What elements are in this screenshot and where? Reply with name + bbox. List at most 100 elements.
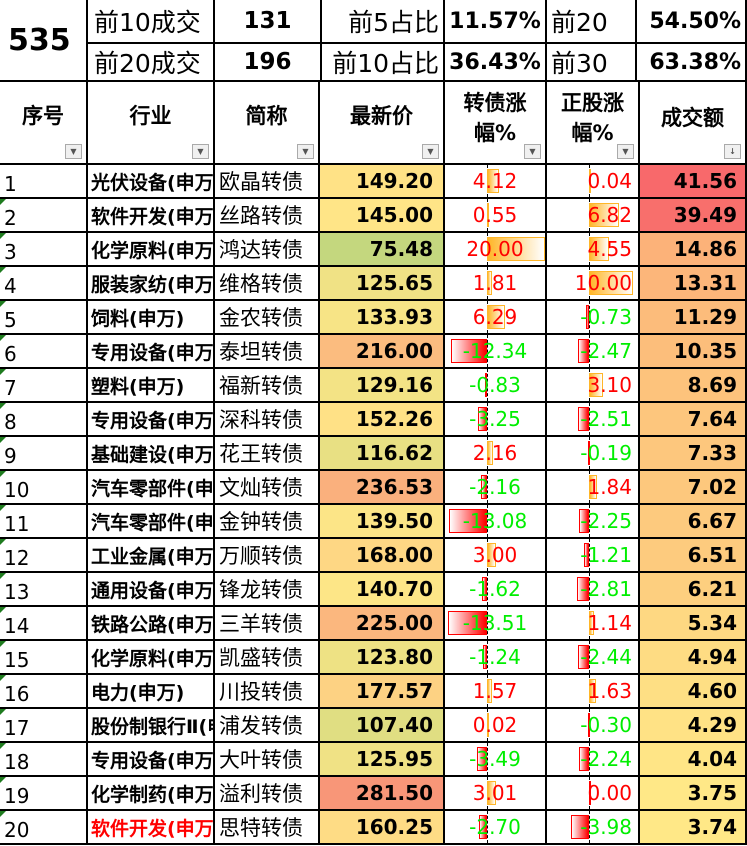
bond-name-cell[interactable]: 大叶转债	[215, 743, 320, 777]
industry-cell[interactable]: 饲料(申万)	[88, 301, 215, 335]
amount-cell[interactable]: 5.34	[640, 607, 747, 641]
amount-cell[interactable]: 3.75	[640, 777, 747, 811]
amount-cell[interactable]: 10.35	[640, 335, 747, 369]
industry-cell[interactable]: 服装家纺(申万)	[88, 267, 215, 301]
stock-change-cell[interactable]: 1.84	[547, 471, 640, 505]
amount-cell[interactable]: 8.69	[640, 369, 747, 403]
amount-cell[interactable]: 4.60	[640, 675, 747, 709]
bond-change-cell[interactable]: 0.55	[445, 199, 547, 233]
amount-cell[interactable]: 4.94	[640, 641, 747, 675]
bond-change-cell[interactable]: -1.24	[445, 641, 547, 675]
amount-cell[interactable]: 4.29	[640, 709, 747, 743]
price-cell[interactable]: 107.40	[320, 709, 445, 743]
stock-change-cell[interactable]: 6.82	[547, 199, 640, 233]
amount-cell[interactable]: 7.33	[640, 437, 747, 471]
price-cell[interactable]: 123.80	[320, 641, 445, 675]
bond-name-cell[interactable]: 鸿达转债	[215, 233, 320, 267]
industry-cell[interactable]: 化学制药(申万)	[88, 777, 215, 811]
bond-name-cell[interactable]: 万顺转债	[215, 539, 320, 573]
industry-cell[interactable]: 汽车零部件(申万)	[88, 505, 215, 539]
stock-change-cell[interactable]: 1.63	[547, 675, 640, 709]
bond-change-cell[interactable]: 2.16	[445, 437, 547, 471]
price-cell[interactable]: 168.00	[320, 539, 445, 573]
industry-cell[interactable]: 汽车零部件(申万)	[88, 471, 215, 505]
stock-change-cell[interactable]: 3.10	[547, 369, 640, 403]
seq-cell[interactable]: 20	[0, 811, 88, 845]
seq-cell[interactable]: 11	[0, 505, 88, 539]
bond-change-cell[interactable]: -13.51	[445, 607, 547, 641]
seq-cell[interactable]: 8	[0, 403, 88, 437]
industry-cell[interactable]: 工业金属(申万)	[88, 539, 215, 573]
bond-name-cell[interactable]: 深科转债	[215, 403, 320, 437]
bond-change-cell[interactable]: -1.62	[445, 573, 547, 607]
price-cell[interactable]: 216.00	[320, 335, 445, 369]
price-cell[interactable]: 177.57	[320, 675, 445, 709]
price-cell[interactable]: 152.26	[320, 403, 445, 437]
industry-cell[interactable]: 塑料(申万)	[88, 369, 215, 403]
stock-change-cell[interactable]: -1.21	[547, 539, 640, 573]
industry-cell[interactable]: 专用设备(申万)	[88, 335, 215, 369]
seq-cell[interactable]: 7	[0, 369, 88, 403]
filter-dropdown-icon[interactable]: ▼	[422, 144, 439, 159]
seq-cell[interactable]: 3	[0, 233, 88, 267]
seq-cell[interactable]: 12	[0, 539, 88, 573]
price-cell[interactable]: 145.00	[320, 199, 445, 233]
bond-name-cell[interactable]: 福新转债	[215, 369, 320, 403]
industry-cell[interactable]: 基础建设(申万)	[88, 437, 215, 471]
bond-name-cell[interactable]: 凯盛转债	[215, 641, 320, 675]
amount-cell[interactable]: 7.64	[640, 403, 747, 437]
bond-change-cell[interactable]: 1.57	[445, 675, 547, 709]
seq-cell[interactable]: 15	[0, 641, 88, 675]
stock-change-cell[interactable]: -0.19	[547, 437, 640, 471]
seq-cell[interactable]: 5	[0, 301, 88, 335]
stock-change-cell[interactable]: 0.04	[547, 165, 640, 199]
price-cell[interactable]: 140.70	[320, 573, 445, 607]
seq-cell[interactable]: 17	[0, 709, 88, 743]
seq-cell[interactable]: 13	[0, 573, 88, 607]
price-cell[interactable]: 149.20	[320, 165, 445, 199]
industry-cell[interactable]: 股份制银行Ⅱ(申万)	[88, 709, 215, 743]
seq-cell[interactable]: 14	[0, 607, 88, 641]
bond-name-cell[interactable]: 思特转债	[215, 811, 320, 845]
seq-cell[interactable]: 18	[0, 743, 88, 777]
stock-change-cell[interactable]: -2.51	[547, 403, 640, 437]
industry-cell[interactable]: 光伏设备(申万)	[88, 165, 215, 199]
amount-cell[interactable]: 14.86	[640, 233, 747, 267]
industry-cell[interactable]: 专用设备(申万)	[88, 403, 215, 437]
bond-name-cell[interactable]: 花王转债	[215, 437, 320, 471]
industry-cell[interactable]: 化学原料(申万)	[88, 233, 215, 267]
bond-change-cell[interactable]: -0.83	[445, 369, 547, 403]
bond-change-cell[interactable]: 3.00	[445, 539, 547, 573]
stock-change-cell[interactable]: -0.73	[547, 301, 640, 335]
price-cell[interactable]: 75.48	[320, 233, 445, 267]
amount-cell[interactable]: 7.02	[640, 471, 747, 505]
bond-change-cell[interactable]: 4.12	[445, 165, 547, 199]
bond-change-cell[interactable]: 6.29	[445, 301, 547, 335]
bond-name-cell[interactable]: 溢利转债	[215, 777, 320, 811]
bond-change-cell[interactable]: -2.70	[445, 811, 547, 845]
seq-cell[interactable]: 1	[0, 165, 88, 199]
amount-cell[interactable]: 6.67	[640, 505, 747, 539]
sort-descending-icon[interactable]: ↓	[724, 144, 741, 159]
bond-change-cell[interactable]: -13.08	[445, 505, 547, 539]
amount-cell[interactable]: 4.04	[640, 743, 747, 777]
stock-change-cell[interactable]: -2.47	[547, 335, 640, 369]
price-cell[interactable]: 125.65	[320, 267, 445, 301]
price-cell[interactable]: 281.50	[320, 777, 445, 811]
stock-change-cell[interactable]: -2.25	[547, 505, 640, 539]
industry-cell[interactable]: 软件开发(申万)	[88, 811, 215, 845]
stock-change-cell[interactable]: -0.30	[547, 709, 640, 743]
filter-dropdown-icon[interactable]: ▼	[617, 144, 634, 159]
amount-cell[interactable]: 3.74	[640, 811, 747, 845]
bond-change-cell[interactable]: -3.49	[445, 743, 547, 777]
stock-change-cell[interactable]: -3.98	[547, 811, 640, 845]
filter-dropdown-icon[interactable]: ▼	[524, 144, 541, 159]
bond-change-cell[interactable]: 0.02	[445, 709, 547, 743]
bond-name-cell[interactable]: 维格转债	[215, 267, 320, 301]
bond-change-cell[interactable]: 1.81	[445, 267, 547, 301]
bond-change-cell[interactable]: 20.00	[445, 233, 547, 267]
bond-name-cell[interactable]: 金钟转债	[215, 505, 320, 539]
seq-cell[interactable]: 16	[0, 675, 88, 709]
bond-change-cell[interactable]: 3.01	[445, 777, 547, 811]
bond-name-cell[interactable]: 泰坦转债	[215, 335, 320, 369]
